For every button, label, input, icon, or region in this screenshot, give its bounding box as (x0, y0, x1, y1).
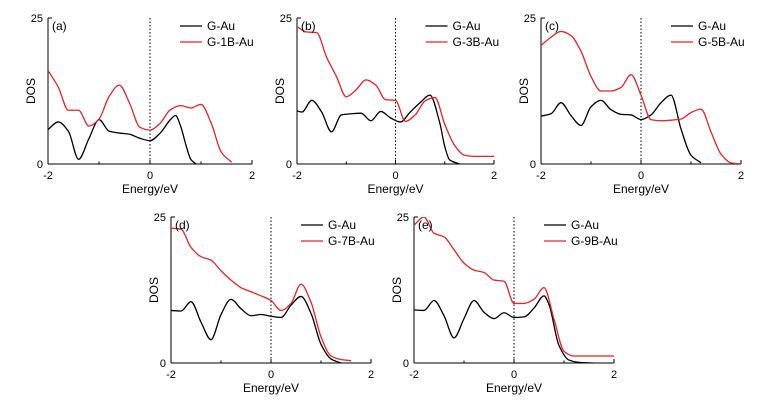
panel-e-y-tick-label: 0 (403, 358, 409, 370)
panel-e-legend-label: G-9B-Au (571, 234, 618, 248)
panel-a-y-axis-label: DOS (24, 78, 38, 104)
panel-b-label: (b) (301, 19, 316, 33)
panel-b-y-tick-label: 0 (286, 159, 292, 171)
panel-a-y-tick-label: 25 (31, 13, 43, 25)
panel-d-y-axis-label: DOS (147, 277, 161, 303)
panel-c-x-axis-label: Energy/eV (613, 182, 669, 196)
panel-e-x-axis-label: Energy/eV (486, 381, 542, 395)
panel-b-series-g-b-au-line (297, 26, 494, 158)
panel-b-x-axis-label: Energy/eV (367, 182, 423, 196)
panel-b-legend-label: G-3B-Au (453, 35, 500, 49)
panel-c-y-tick-label: 0 (530, 159, 536, 171)
panel-b-x-tick-label: -2 (292, 170, 302, 182)
panel-d-label: (d) (175, 218, 190, 232)
panel-d-legend-label: G-7B-Au (328, 234, 375, 248)
panel-d-x-tick-label: -2 (166, 369, 176, 381)
panel-a-y-tick-label: 0 (37, 159, 43, 171)
panel-d-x-tick-label: 2 (368, 369, 374, 381)
panel-a-legend-label: G-Au (207, 19, 235, 33)
panel-c-x-tick-label: -2 (536, 170, 546, 182)
panel-c-y-tick-label: 25 (524, 13, 536, 25)
panel-a-series-g-au-line (48, 114, 197, 164)
panel-b-series-g-au-line (297, 94, 460, 164)
panel-a-series-g-b-au-line (48, 70, 233, 163)
panel-e-series-g-au-line (414, 295, 595, 363)
panel-c-series-g-b-au-line (541, 30, 741, 164)
panel-d-series-g-b-au-line (171, 227, 352, 362)
panel-b-x-tick-label: 2 (491, 170, 497, 182)
panel-e-label: (e) (418, 218, 433, 232)
panel-e-x-tick-label: -2 (409, 369, 419, 381)
panel-d-y-tick-label: 25 (154, 212, 166, 224)
panel-d-x-tick-label: 0 (268, 369, 274, 381)
panel-e-series-g-b-au-line (414, 217, 614, 357)
panel-c-legend-label: G-5B-Au (698, 35, 745, 49)
panel-d-series-g-au-line (171, 295, 342, 363)
panel-d-x-axis-label: Energy/eV (243, 381, 299, 395)
panel-e-y-axis-label: DOS (390, 277, 404, 303)
panel-b-legend-label: G-Au (453, 19, 481, 33)
panel-c-x-tick-label: 0 (638, 170, 644, 182)
panel-d-legend-label: G-Au (328, 218, 356, 232)
panel-a-label: (a) (52, 19, 67, 33)
panel-a-x-tick-label: -2 (43, 170, 53, 182)
panel-c-y-axis-label: DOS (517, 78, 531, 104)
panel-a-legend-label: G-1B-Au (207, 35, 254, 49)
panel-e-y-tick-label: 25 (397, 212, 409, 224)
panel-d-y-tick-label: 0 (160, 358, 166, 370)
panel-b-x-tick-label: 0 (392, 170, 398, 182)
panel-e-x-tick-label: 0 (511, 369, 517, 381)
panel-e-x-tick-label: 2 (611, 369, 617, 381)
panel-c-series-g-au-line (541, 94, 702, 164)
panel-a-x-tick-label: 2 (249, 170, 255, 182)
panel-a-x-tick-label: 0 (147, 170, 153, 182)
panel-c-label: (c) (545, 19, 559, 33)
panel-b-y-tick-label: 25 (280, 13, 292, 25)
panel-e-legend-label: G-Au (571, 218, 599, 232)
panel-c-x-tick-label: 2 (738, 170, 744, 182)
panel-a-x-axis-label: Energy/eV (122, 182, 178, 196)
panel-b-y-axis-label: DOS (273, 78, 287, 104)
panel-c-legend-label: G-Au (698, 19, 726, 33)
